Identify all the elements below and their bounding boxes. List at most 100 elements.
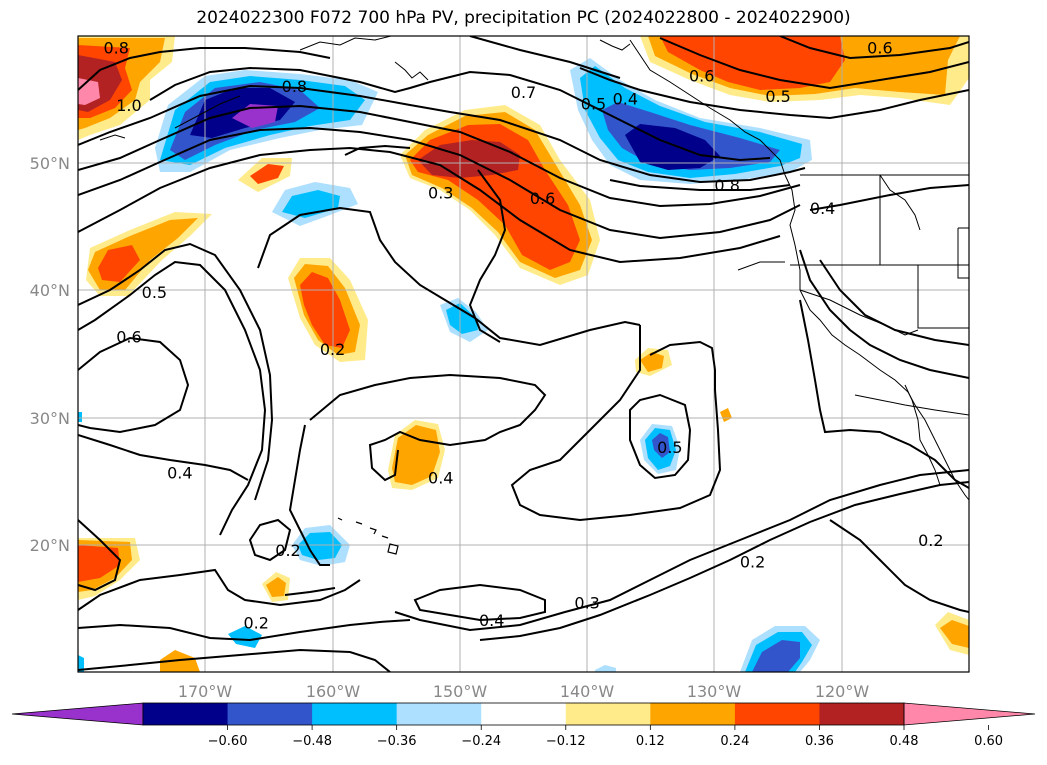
contour-label: 0.2 [320, 340, 345, 359]
colorbar-label: −0.24 [461, 734, 501, 749]
pv-contour [78, 104, 801, 208]
lon-label: 170°W [178, 682, 233, 701]
hawaiian-islands [337, 517, 399, 555]
contour-label: 0.8 [714, 176, 739, 195]
pv-contour [469, 36, 621, 79]
pv-contour [309, 373, 547, 482]
contour-label: 0.5 [765, 87, 790, 106]
colorbar-label: −0.36 [377, 734, 417, 749]
lon-label: 160°W [306, 682, 361, 701]
precip-area-s8-2 [392, 425, 440, 485]
pv-contour [579, 67, 969, 120]
pv-contour [809, 184, 969, 211]
pv-contour [829, 519, 969, 613]
pv-contour [479, 481, 969, 641]
precip-area-s10-2 [266, 577, 286, 597]
colorbar-swatch [143, 703, 229, 725]
colorbar-extend-min [11, 702, 144, 726]
lat-label: 50°N [30, 154, 70, 173]
precip-area-s13 [228, 626, 262, 648]
colorbar-swatch [734, 703, 820, 725]
pv-contour [78, 260, 267, 536]
contour-label: 0.4 [479, 611, 504, 630]
colorbar-extend-max [903, 702, 1036, 726]
pv-contour [149, 66, 771, 162]
contour-label: 0.4 [167, 464, 192, 483]
pv-contour [78, 568, 361, 611]
pv-contour [78, 336, 190, 434]
contour-label: 1.0 [116, 96, 141, 115]
lon-label: 130°W [687, 682, 742, 701]
pv-contour [659, 37, 969, 90]
contour-label: 0.8 [103, 39, 128, 58]
contour-label: 0.3 [574, 593, 599, 612]
colorbar-swatch [396, 703, 482, 725]
colorbar-label: 0.60 [974, 734, 1003, 749]
contour-labels: 0.8 1.0 0.8 0.7 0.5 0.4 0.6 0.6 0.5 0.3 0.6 0.8 0.4 0… [103, 39, 943, 633]
pv-contour [78, 84, 806, 184]
colorbar-frame [142, 702, 905, 726]
contour-label: 0.6 [116, 327, 141, 346]
contour-label: 0.3 [428, 184, 453, 203]
lon-label: 120°W [815, 682, 870, 701]
lat-label: 20°N [30, 536, 70, 555]
contour-label: 0.5 [657, 438, 682, 457]
contour-label: 0.6 [689, 67, 714, 86]
pv-contour [78, 434, 249, 481]
pv-contour [609, 179, 791, 191]
contour-label: 0.5 [142, 283, 167, 302]
colorbar: −0.60 −0.48 −0.36 −0.24 −0.12 0.12 0.24 0.36 0.4… [11, 702, 1036, 749]
pv-contour [468, 169, 507, 343]
precip-area-bc-coast-4 [625, 124, 720, 170]
pv-contour [78, 126, 801, 240]
precip-area-s18 [78, 655, 84, 672]
pv-contour [78, 519, 122, 592]
contour-label: 0.4 [613, 90, 638, 109]
contour-label: 0.2 [275, 541, 300, 560]
pv-contours [78, 36, 969, 672]
colorbar-swatch [819, 703, 905, 725]
contour-label: 0.6 [867, 39, 892, 58]
colorbar-swatch [312, 703, 398, 725]
pv-contour [248, 518, 292, 562]
pv-contour [288, 424, 330, 566]
colorbar-swatch [650, 703, 736, 725]
contour-label: 0.5 [581, 95, 606, 114]
lat-label: 40°N [30, 281, 70, 300]
pv-contour [284, 587, 336, 596]
pv-contour [799, 249, 969, 379]
pv-contour [78, 146, 781, 264]
pv-contour [819, 259, 969, 346]
precip-area-s3-3 [98, 245, 140, 282]
precip-area-s6-2 [640, 352, 664, 372]
figure-title: 2024022300 F072 700 hPa PV, precipitatio… [196, 8, 851, 28]
contour-label: 0.2 [918, 531, 943, 550]
colorbar-swatch [565, 703, 651, 725]
longitude-labels: 170°W 160°W 150°W 140°W 130°W 120°W [178, 682, 870, 701]
pv-contour [799, 299, 969, 489]
contour-label: 0.7 [511, 83, 536, 102]
colorbar-label: −0.48 [292, 734, 332, 749]
pv-contour [78, 47, 331, 91]
precip-area-s9-2 [298, 532, 342, 560]
precip-area-s11-3 [78, 545, 120, 582]
precip-area-gulf-alaska-3 [660, 36, 845, 90]
precip-area-s1-2 [250, 164, 284, 184]
pv-contour [629, 393, 692, 480]
lat-label: 30°N [30, 409, 70, 428]
precip-area-s19 [595, 665, 616, 672]
pv-contour [413, 583, 546, 622]
colorbar-label: 0.12 [636, 734, 665, 749]
contour-label: 0.4 [810, 199, 835, 218]
precip-area-s4-3 [300, 272, 350, 348]
precip-area-s15-2 [940, 620, 969, 648]
pv-contour [257, 206, 641, 347]
precip-area-s17 [78, 412, 82, 422]
precip-area-s12-3 [752, 640, 800, 672]
precip-area-s5-2 [446, 303, 478, 334]
contour-label: 0.6 [530, 189, 555, 208]
contour-label: 0.2 [740, 553, 765, 572]
map-frame [77, 35, 970, 673]
colorbar-swatch [227, 703, 313, 725]
